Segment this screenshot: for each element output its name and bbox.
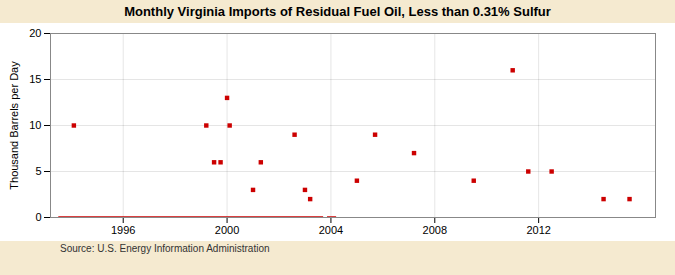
svg-text:1996: 1996: [111, 224, 135, 236]
svg-text:15: 15: [29, 73, 41, 85]
svg-text:5: 5: [35, 165, 41, 177]
svg-text:2008: 2008: [423, 224, 447, 236]
svg-text:Thousand Barrels per Day: Thousand Barrels per Day: [8, 61, 20, 190]
html-text:Source: U.S. Energy Informatio: Source: U.S. Energy Information Administ…: [60, 243, 270, 254]
svg-text:10: 10: [29, 119, 41, 131]
svg-text:2000: 2000: [215, 224, 239, 236]
svg-text:20: 20: [29, 27, 41, 39]
svg-text:0: 0: [35, 211, 41, 223]
svg-text:2012: 2012: [526, 224, 550, 236]
html-text:Monthly Virginia Imports of Re: Monthly Virginia Imports of Residual Fue…: [124, 4, 551, 19]
svg-text:2004: 2004: [319, 224, 343, 236]
